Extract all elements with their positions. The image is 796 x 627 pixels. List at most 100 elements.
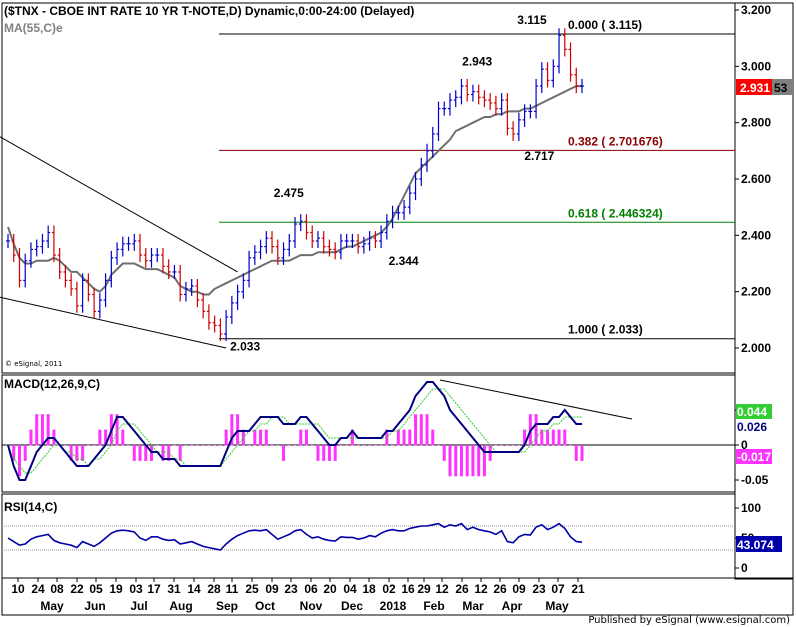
macd-histogram-bar xyxy=(86,445,90,446)
day-tick-label: 28 xyxy=(207,582,221,596)
macd-histogram-bar xyxy=(540,429,544,446)
day-tick-label: 23 xyxy=(532,582,546,596)
rsi-label: RSI(14,C) xyxy=(4,500,57,514)
copyright: © eSignal, 2011 xyxy=(5,360,62,368)
macd-histogram-bar xyxy=(127,445,131,446)
macd-histogram-bar xyxy=(385,429,389,446)
price-ytick-label: 3.000 xyxy=(741,59,771,73)
day-tick-label: 24 xyxy=(31,582,45,596)
day-tick-label: 10 xyxy=(11,582,25,596)
day-tick-label: 12 xyxy=(435,582,449,596)
macd-histogram-bar xyxy=(299,429,303,446)
day-tick-label: 21 xyxy=(571,582,585,596)
month-label: Oct xyxy=(255,599,275,613)
macd-histogram-bar xyxy=(494,445,498,446)
macd-histogram-bar xyxy=(69,445,73,461)
fib-label-2: 0.618 ( 2.446324) xyxy=(568,206,663,220)
macd-histogram-bar xyxy=(115,414,119,446)
macd-histogram-bar xyxy=(437,445,440,446)
day-tick-label: 25 xyxy=(245,582,259,596)
day-tick-label: 19 xyxy=(109,582,123,596)
day-tick-label: 03 xyxy=(129,582,143,596)
macd-histogram-bar xyxy=(368,445,372,446)
fib-label-1: 0.382 ( 2.701676) xyxy=(568,134,663,148)
ma-badge: 53 xyxy=(774,81,788,95)
macd-histogram-bar xyxy=(316,445,320,461)
macd-histogram-bar xyxy=(17,445,21,477)
right-axis-frame xyxy=(734,2,794,580)
macd-histogram-bar xyxy=(551,429,555,446)
macd-histogram-bar xyxy=(161,445,165,461)
macd-histogram-bar xyxy=(253,429,257,446)
channel-lower-line xyxy=(0,296,227,349)
price-ytick-label: 2.800 xyxy=(741,116,771,130)
macd-histogram-bar xyxy=(419,414,423,446)
macd-histogram-bar xyxy=(322,445,326,461)
macd-signal-line xyxy=(7,388,582,474)
day-tick-label: 06 xyxy=(304,582,318,596)
macd-histogram-bar xyxy=(247,445,251,446)
ma-label: MA(55,C)e xyxy=(4,21,63,35)
macd-histogram-bar xyxy=(459,445,463,477)
macd-histogram-bar xyxy=(144,445,148,461)
macd-histogram-bar xyxy=(511,445,515,446)
month-label: 2018 xyxy=(380,599,407,613)
macd-badge-bg-1 xyxy=(736,419,772,434)
macd-histogram-bar xyxy=(63,445,67,446)
day-tick-label: 26 xyxy=(493,582,507,596)
price-panel-frame xyxy=(1,2,736,374)
macd-histogram-bar xyxy=(442,445,446,461)
macd-trendline xyxy=(439,379,633,420)
macd-histogram-bar xyxy=(448,445,452,477)
macd-line xyxy=(7,381,582,481)
month-label: Nov xyxy=(300,599,323,613)
macd-histogram-bar xyxy=(12,445,16,461)
last-price-badge: 2.931 xyxy=(740,81,770,95)
day-tick-label: 02 xyxy=(382,582,396,596)
macd-histogram-bar xyxy=(310,445,314,446)
price-ytick-label: 2.200 xyxy=(741,285,771,299)
macd-histogram-bar xyxy=(190,445,194,446)
macd-histogram-bar xyxy=(408,429,412,446)
macd-histogram-bar xyxy=(270,445,274,446)
ma55-line xyxy=(7,85,582,296)
day-tick-label: 08 xyxy=(50,582,64,596)
month-label: Sep xyxy=(216,599,238,613)
chart-title: ($TNX - CBOE INT RATE 10 YR T-NOTE,D) Dy… xyxy=(4,4,414,18)
macd-histogram-bar xyxy=(184,445,188,446)
macd-histogram-bar xyxy=(534,414,538,446)
macd-badge-bg-2 xyxy=(736,449,772,464)
macd-histogram-bar xyxy=(81,445,85,461)
macd-ytick-label: -0.05 xyxy=(741,473,769,487)
fib-label-0: 0.000 ( 3.115) xyxy=(568,18,642,32)
macd-histogram-bar xyxy=(276,445,280,446)
macd-histogram-bar xyxy=(121,429,125,446)
macd-histogram-bar xyxy=(454,445,458,477)
macd-histogram-bar xyxy=(167,445,171,461)
macd-histogram-bar xyxy=(356,445,360,446)
day-tick-label: 12 xyxy=(474,582,488,596)
macd-histogram-bar xyxy=(362,445,366,446)
day-tick-label: 22 xyxy=(70,582,84,596)
macd-histogram-bar xyxy=(505,445,509,446)
macd-histogram-bar xyxy=(40,414,44,446)
macd-badge-0: 0.044 xyxy=(737,405,767,419)
macd-histogram-bar xyxy=(500,445,504,446)
macd-histogram-bar xyxy=(304,429,308,446)
macd-histogram-bar xyxy=(264,429,268,446)
day-tick-label: 18 xyxy=(362,582,376,596)
day-tick-label: 23 xyxy=(284,582,298,596)
macd-histogram-bar xyxy=(339,445,343,446)
macd-ytick-label: 0 xyxy=(741,438,748,452)
rsi-badge: 43.074 xyxy=(737,538,774,552)
day-tick-label: 14 xyxy=(187,582,201,596)
macd-histogram-bar xyxy=(92,445,96,446)
macd-histogram-bar xyxy=(373,445,377,446)
day-tick-label: 04 xyxy=(343,582,357,596)
rsi-badge-bg xyxy=(736,536,782,552)
macd-histogram-bar xyxy=(557,429,561,446)
macd-histogram-bar xyxy=(287,445,291,446)
macd-histogram-bar xyxy=(29,429,33,446)
macd-histogram-bar xyxy=(224,429,228,446)
